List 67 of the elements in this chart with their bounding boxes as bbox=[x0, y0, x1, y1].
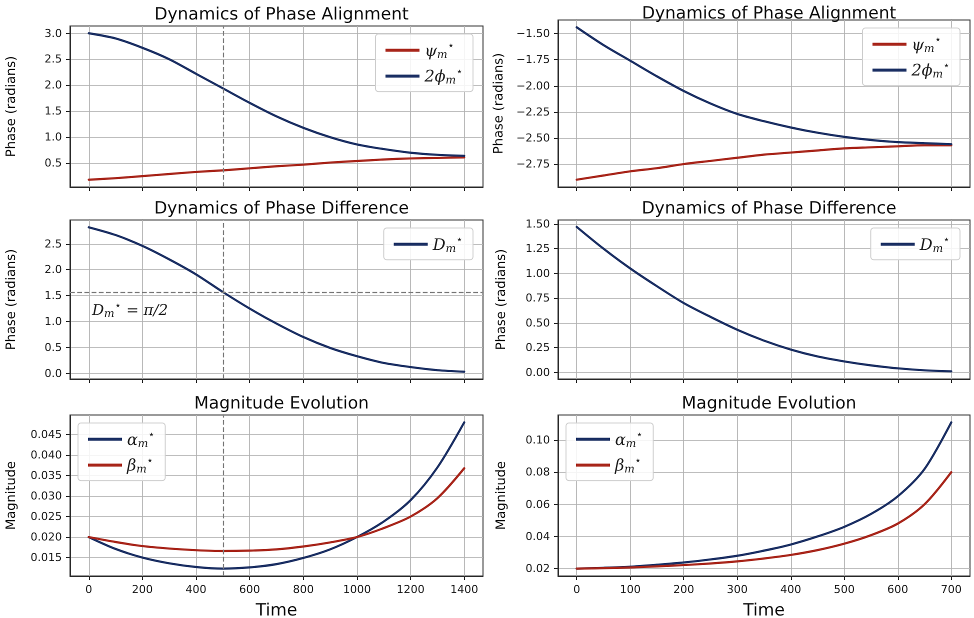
y-tick-label: 0.08 bbox=[526, 466, 550, 479]
x-tick-label: 500 bbox=[834, 583, 855, 596]
y-tick-label: 0.06 bbox=[526, 498, 550, 511]
y-tick-label: −2.00 bbox=[516, 79, 550, 92]
y-tick-label: 0.015 bbox=[30, 551, 62, 564]
y-axis-title: Phase (radians) bbox=[4, 248, 19, 350]
x-tick-label: 1000 bbox=[342, 583, 371, 596]
y-tick-label: 0.5 bbox=[44, 340, 62, 354]
chart-title: Dynamics of Phase Difference bbox=[642, 198, 896, 218]
y-tick-label: 1.0 bbox=[44, 315, 62, 328]
y-tick-label: 0.25 bbox=[526, 341, 550, 354]
y-tick-label: 0.10 bbox=[526, 434, 550, 447]
y-tick-label: −2.75 bbox=[516, 158, 550, 171]
x-tick-label: 600 bbox=[239, 583, 260, 596]
chart-title: Dynamics of Phase Alignment bbox=[642, 4, 896, 24]
y-tick-label: 0.030 bbox=[30, 490, 62, 503]
y-tick-label: 1.00 bbox=[526, 266, 550, 280]
x-tick-label: 400 bbox=[780, 583, 802, 596]
y-tick-label: 2.5 bbox=[44, 52, 62, 66]
x-tick-label: 200 bbox=[673, 583, 694, 596]
x-tick-label: 800 bbox=[292, 583, 314, 596]
y-tick-label: −1.50 bbox=[516, 27, 550, 40]
chart-title: Magnitude Evolution bbox=[682, 394, 856, 414]
chart-title: Dynamics of Phase Alignment bbox=[154, 4, 409, 24]
y-tick-label: 0.0 bbox=[44, 366, 62, 380]
y-tick-label: 1.5 bbox=[44, 104, 62, 118]
y-tick-label: 0.040 bbox=[30, 448, 62, 462]
y-tick-label: −2.25 bbox=[516, 105, 550, 118]
y-tick-label: 2.0 bbox=[44, 263, 62, 276]
y-tick-label: 1.5 bbox=[44, 289, 62, 302]
y-tick-label: 0.045 bbox=[30, 428, 62, 442]
x-tick-label: 300 bbox=[726, 583, 748, 596]
y-tick-label: 0.035 bbox=[30, 469, 62, 482]
y-tick-label: 0.00 bbox=[526, 366, 550, 379]
y-axis-title: Phase (radians) bbox=[494, 248, 509, 350]
y-tick-label: 0.5 bbox=[44, 156, 62, 170]
y-tick-label: 1.0 bbox=[44, 130, 62, 144]
x-tick-label: 200 bbox=[132, 583, 153, 596]
x-tick-label: 0 bbox=[573, 583, 580, 596]
y-tick-label: 1.50 bbox=[526, 217, 550, 230]
y-tick-label: 3.0 bbox=[44, 26, 62, 40]
y-tick-label: −2.50 bbox=[516, 131, 550, 144]
y-tick-label: 0.02 bbox=[526, 562, 550, 576]
x-axis-title: Time bbox=[254, 600, 298, 618]
y-tick-label: −1.75 bbox=[516, 53, 550, 66]
y-axis-title: Phase (radians) bbox=[491, 52, 506, 154]
y-tick-label: 1.25 bbox=[526, 242, 550, 256]
chart-title: Dynamics of Phase Difference bbox=[154, 198, 409, 218]
y-tick-label: 2.5 bbox=[44, 237, 62, 250]
x-tick-label: 600 bbox=[887, 583, 908, 596]
y-axis-title: Magnitude bbox=[494, 461, 509, 530]
y-tick-label: 0.50 bbox=[526, 316, 550, 330]
y-tick-label: 0.04 bbox=[526, 530, 550, 543]
y-axis-title: Phase (radians) bbox=[4, 56, 19, 158]
x-tick-label: 700 bbox=[940, 583, 962, 596]
y-tick-label: 2.0 bbox=[44, 78, 62, 92]
x-tick-label: 0 bbox=[85, 583, 92, 596]
y-axis-title: Magnitude bbox=[4, 461, 19, 530]
y-tick-label: 0.75 bbox=[526, 292, 550, 305]
chart-title: Magnitude Evolution bbox=[194, 394, 369, 414]
x-tick-label: 100 bbox=[620, 583, 641, 596]
x-tick-label: 1200 bbox=[396, 583, 425, 596]
x-tick-label: 400 bbox=[186, 583, 207, 596]
y-tick-label: 0.020 bbox=[30, 530, 62, 544]
y-tick-label: 0.025 bbox=[30, 510, 62, 524]
x-tick-label: 1400 bbox=[450, 583, 478, 596]
x-axis-title: Time bbox=[742, 600, 785, 618]
